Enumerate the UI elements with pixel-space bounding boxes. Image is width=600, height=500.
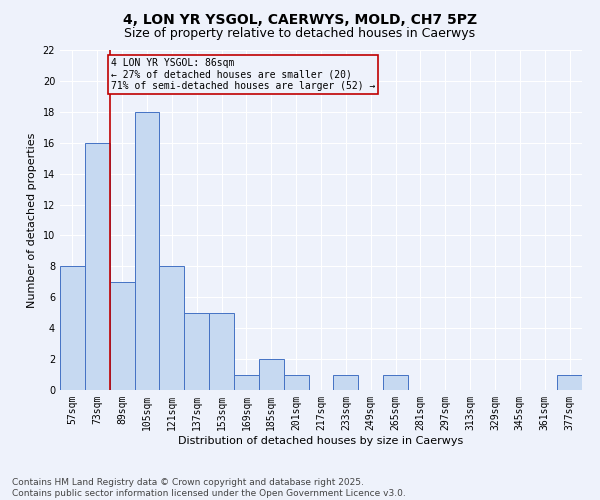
Bar: [110, 282, 134, 390]
Bar: [209, 312, 234, 390]
Text: Contains HM Land Registry data © Crown copyright and database right 2025.
Contai: Contains HM Land Registry data © Crown c…: [12, 478, 406, 498]
Bar: [184, 312, 209, 390]
Bar: [557, 374, 582, 390]
Y-axis label: Number of detached properties: Number of detached properties: [27, 132, 37, 308]
X-axis label: Distribution of detached houses by size in Caerwys: Distribution of detached houses by size …: [178, 436, 464, 446]
Bar: [85, 142, 110, 390]
Bar: [60, 266, 85, 390]
Text: Size of property relative to detached houses in Caerwys: Size of property relative to detached ho…: [124, 28, 476, 40]
Bar: [284, 374, 308, 390]
Text: 4 LON YR YSGOL: 86sqm
← 27% of detached houses are smaller (20)
71% of semi-deta: 4 LON YR YSGOL: 86sqm ← 27% of detached …: [111, 58, 376, 91]
Bar: [160, 266, 184, 390]
Bar: [234, 374, 259, 390]
Bar: [259, 359, 284, 390]
Bar: [334, 374, 358, 390]
Bar: [134, 112, 160, 390]
Bar: [383, 374, 408, 390]
Text: 4, LON YR YSGOL, CAERWYS, MOLD, CH7 5PZ: 4, LON YR YSGOL, CAERWYS, MOLD, CH7 5PZ: [123, 12, 477, 26]
